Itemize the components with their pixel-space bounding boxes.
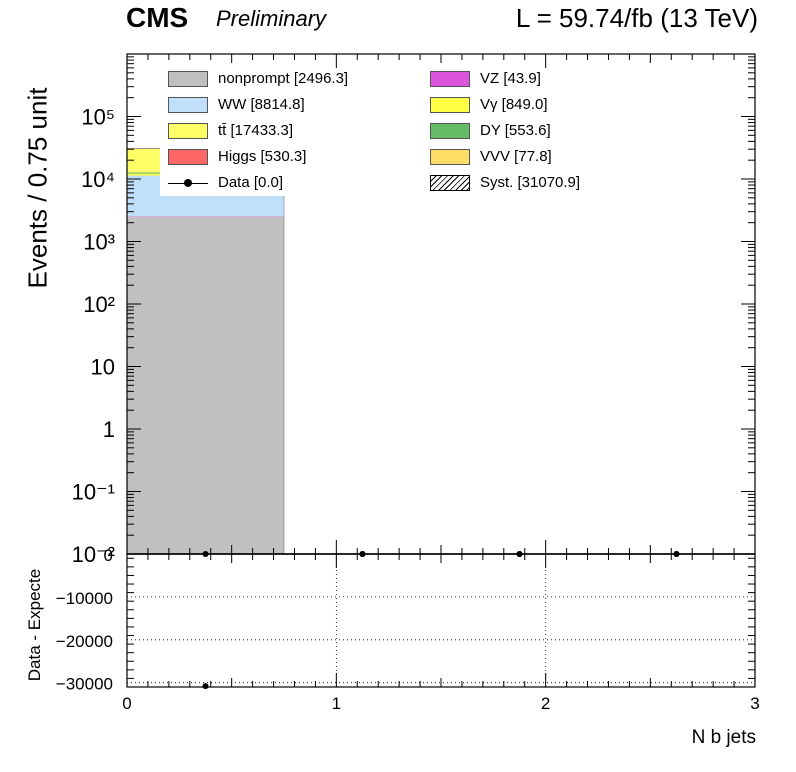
ratio-y-tick-label: −30000 [56,675,113,694]
y-tick-label: 10² [83,292,115,317]
bar-nonprompt-bin0 [127,216,284,554]
ratio-y-tick-label: 0 [104,546,113,565]
legend-label: DY [553.6] [480,122,551,139]
ratio-point [202,683,209,690]
legend-swatch [430,149,470,165]
y-tick-label: 10³ [83,230,115,255]
legend-swatch [168,149,208,165]
y-tick-label: 10 [91,355,115,380]
legend-swatch [430,71,470,87]
x-axis-title: N b jets [691,727,756,748]
experiment-label: CMS [126,2,189,33]
ratio-y-axis-title: Data - Expecte [25,568,44,682]
legend-swatch [430,97,470,113]
y-tick-label: 10⁻¹ [72,480,115,505]
ratio-plot: 0 −10000 −20000 −30000 0 1 2 3 [56,546,760,713]
x-tick-label: 1 [332,694,341,713]
legend-label: Vγ [849.0] [480,96,548,113]
legend-label: tt̄ [17433.3] [218,122,294,139]
x-tick-label: 2 [541,694,550,713]
ratio-y-tick-label: −20000 [56,632,113,651]
legend-label: VVV [77.8] [480,148,552,165]
luminosity-label: L = 59.74/fb (13 TeV) [515,3,758,33]
y-tick-label: 10⁻² [72,542,115,567]
legend-label: Higgs [530.3] [218,148,307,165]
legend-label: VZ [43.9] [480,70,541,87]
legend-label: nonprompt [2496.3] [218,70,349,87]
x-tick-label: 3 [750,694,759,713]
legend-swatch [430,123,470,139]
ratio-y-tick-label: −10000 [56,589,113,608]
y-tick-label: 10⁴ [81,167,115,192]
y-tick-label: 10⁵ [81,105,115,130]
y-tick-label: 1 [103,417,115,442]
legend-marker [168,175,208,191]
legend-label: Syst. [31070.9] [480,174,581,191]
marker-dot [184,179,192,187]
x-tick-label: 0 [122,694,131,713]
ratio-frame [126,553,756,688]
legend-label: Data [0.0] [218,174,284,191]
legend-label: WW [8814.8] [218,96,305,113]
y-axis-title: Events / 0.75 unit [22,87,53,289]
legend-hatch-swatch [430,175,470,191]
status-label: Preliminary [216,6,327,31]
legend-swatch [168,97,208,113]
legend-swatch [168,123,208,139]
legend-swatch [168,71,208,87]
